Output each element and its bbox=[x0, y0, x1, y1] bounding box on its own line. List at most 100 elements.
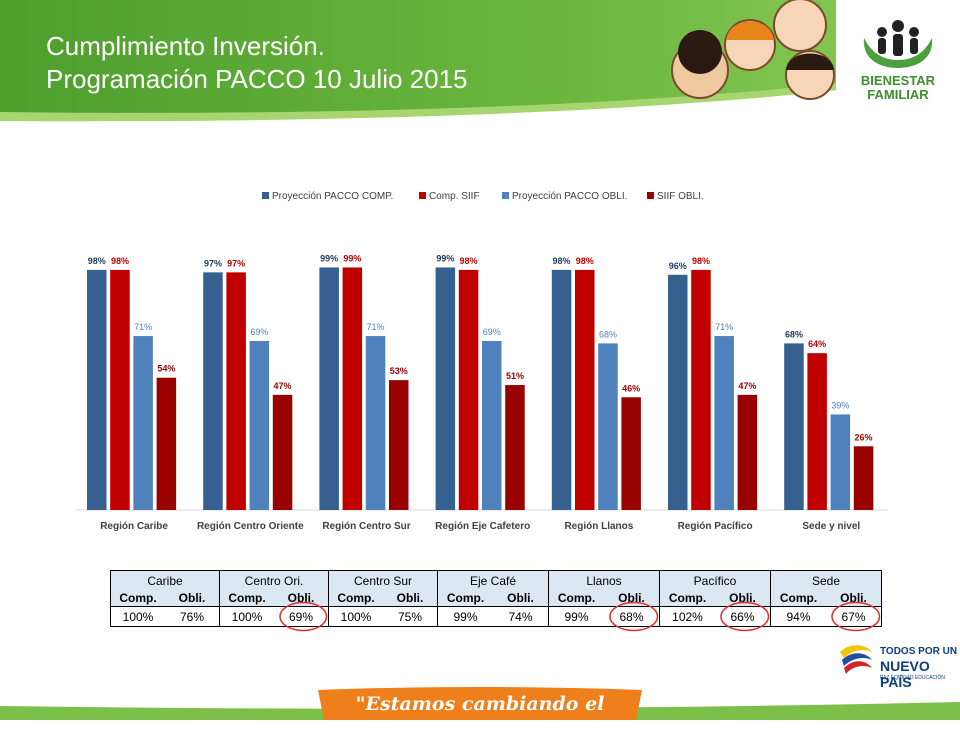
bar-0-2 bbox=[319, 267, 339, 510]
legend-swatch bbox=[419, 192, 426, 199]
legend-label: SIIF OBLI. bbox=[657, 191, 704, 202]
bar-3-6 bbox=[853, 446, 874, 510]
bar-3-3 bbox=[505, 385, 525, 510]
table-region-header: Pacífico bbox=[659, 570, 771, 590]
table-subheader: Obli. bbox=[715, 590, 771, 607]
table-region-row: Caribe Centro Ori. Centro Sur Eje Café Llano… bbox=[110, 570, 882, 590]
table-cell: 68% bbox=[604, 606, 660, 627]
data-label: 71% bbox=[134, 322, 152, 332]
table-cell: 67% bbox=[826, 606, 882, 627]
logo-text-line-2: FAMILIAR bbox=[867, 87, 929, 102]
data-label: 99% bbox=[436, 253, 454, 263]
table-cell: 69% bbox=[274, 606, 329, 627]
bar-1-2 bbox=[342, 267, 363, 510]
data-label: 47% bbox=[274, 381, 292, 391]
data-label: 54% bbox=[157, 364, 175, 374]
bar-3-4 bbox=[621, 397, 641, 510]
data-label: 46% bbox=[622, 383, 640, 393]
table-subheader: Comp. bbox=[110, 590, 165, 607]
data-label: 99% bbox=[320, 253, 338, 263]
table-cell: 99% bbox=[437, 606, 493, 627]
table-cell: 76% bbox=[165, 606, 220, 627]
data-label: 71% bbox=[715, 322, 733, 332]
flag-swoosh-icon bbox=[840, 645, 872, 674]
chart-bars bbox=[87, 267, 874, 510]
bar-2-6 bbox=[830, 414, 851, 510]
category-label: Región Centro Sur bbox=[322, 521, 410, 532]
data-label: 98% bbox=[88, 256, 106, 266]
table-region-header: Centro Ori. bbox=[219, 570, 329, 590]
legend-label: Proyección PACCO OBLI. bbox=[512, 191, 627, 202]
bar-1-4 bbox=[575, 269, 595, 510]
data-label: 47% bbox=[738, 381, 756, 391]
data-label: 68% bbox=[785, 329, 803, 339]
legend-swatch bbox=[647, 192, 654, 199]
table-subheader: Obli. bbox=[826, 590, 882, 607]
header-banner: Cumplimiento Inversión. Programación PAC… bbox=[0, 0, 960, 125]
legend-label: Comp. SIIF bbox=[429, 191, 480, 202]
bar-0-6 bbox=[784, 343, 804, 510]
government-logo: TODOS POR UN NUEVO PAÍS PAZ EQUIDAD EDUC… bbox=[832, 640, 960, 690]
page-title: Cumplimiento Inversión. Programación PAC… bbox=[46, 30, 468, 96]
bar-2-0 bbox=[133, 336, 153, 510]
category-label: Región Centro Oriente bbox=[197, 521, 304, 532]
bar-2-2 bbox=[365, 336, 386, 510]
table-region-header: Llanos bbox=[548, 570, 660, 590]
table-region-header: Eje Café bbox=[437, 570, 549, 590]
bar-2-1 bbox=[249, 340, 270, 510]
table-subheader: Comp. bbox=[548, 590, 604, 607]
legend-label: Proyección PACCO COMP. bbox=[272, 191, 393, 202]
data-label: 98% bbox=[692, 256, 710, 266]
data-label: 69% bbox=[483, 327, 501, 337]
bar-3-1 bbox=[272, 394, 293, 510]
table-cell: 94% bbox=[770, 606, 826, 627]
bar-2-3 bbox=[482, 340, 502, 510]
bar-3-0 bbox=[156, 377, 177, 510]
bar-2-4 bbox=[598, 343, 618, 510]
data-label: 99% bbox=[343, 253, 361, 263]
children-illustration bbox=[671, 0, 835, 100]
data-label: 98% bbox=[576, 256, 594, 266]
legend-swatch bbox=[502, 192, 509, 199]
table-region-header: Sede bbox=[770, 570, 882, 590]
data-label: 39% bbox=[831, 400, 849, 410]
title-line-1: Cumplimiento Inversión. bbox=[46, 31, 325, 61]
data-label: 51% bbox=[506, 371, 524, 381]
bar-0-1 bbox=[203, 272, 223, 510]
table-cell: 99% bbox=[548, 606, 604, 627]
table-cell: 66% bbox=[715, 606, 771, 627]
chart-category-labels: Región Caribe Región Centro Oriente Región… bbox=[100, 521, 860, 532]
bar-0-5 bbox=[668, 274, 688, 510]
family-icon bbox=[863, 20, 933, 68]
table-cell: 100% bbox=[110, 606, 165, 627]
data-label: 71% bbox=[367, 322, 385, 332]
bar-1-0 bbox=[110, 269, 130, 510]
category-label: Región Eje Cafetero bbox=[435, 521, 530, 532]
bar-2-5 bbox=[714, 336, 734, 510]
title-line-2: Programación PACCO 10 Julio 2015 bbox=[46, 64, 468, 94]
data-label: 97% bbox=[227, 258, 245, 268]
table-subheader-row: Comp. Obli. Comp. Obli. Comp. Obli. Comp. Obli.… bbox=[110, 590, 882, 607]
legend-swatch bbox=[262, 192, 269, 199]
table-subheader: Obli. bbox=[493, 590, 549, 607]
bar-1-1 bbox=[226, 272, 246, 510]
table-subheader: Obli. bbox=[383, 590, 438, 607]
table-values-row: 100% 76% 100% 69% 100% 75% 99% 74% 99% 68% 102% 66%… bbox=[110, 606, 882, 627]
data-label: 96% bbox=[669, 261, 687, 271]
bar-0-4 bbox=[551, 269, 572, 510]
bar-3-2 bbox=[389, 380, 409, 510]
table-subheader: Comp. bbox=[437, 590, 493, 607]
bar-1-6 bbox=[807, 353, 827, 510]
bar-3-5 bbox=[737, 394, 758, 510]
table-subheader: Obli. bbox=[604, 590, 660, 607]
gov-text-line-3: PAZ EQUIDAD EDUCACIÓN bbox=[880, 675, 945, 681]
table-region-header: Caribe bbox=[110, 570, 220, 590]
slogan-text: "Estamos cambiando el mundo" bbox=[355, 693, 605, 747]
data-label: 97% bbox=[204, 258, 222, 268]
table-region-header: Centro Sur bbox=[328, 570, 438, 590]
bar-chart: Proyección PACCO COMP. Comp. SIIF Proyecci… bbox=[76, 191, 888, 532]
data-label: 98% bbox=[111, 256, 129, 266]
chart-data-labels: 98% 98% 71% 54% 97% 97% 69% 47% 99% 99% 71% 53% 99% 9… bbox=[88, 253, 873, 442]
data-label: 53% bbox=[390, 366, 408, 376]
bar-0-0 bbox=[87, 269, 107, 510]
